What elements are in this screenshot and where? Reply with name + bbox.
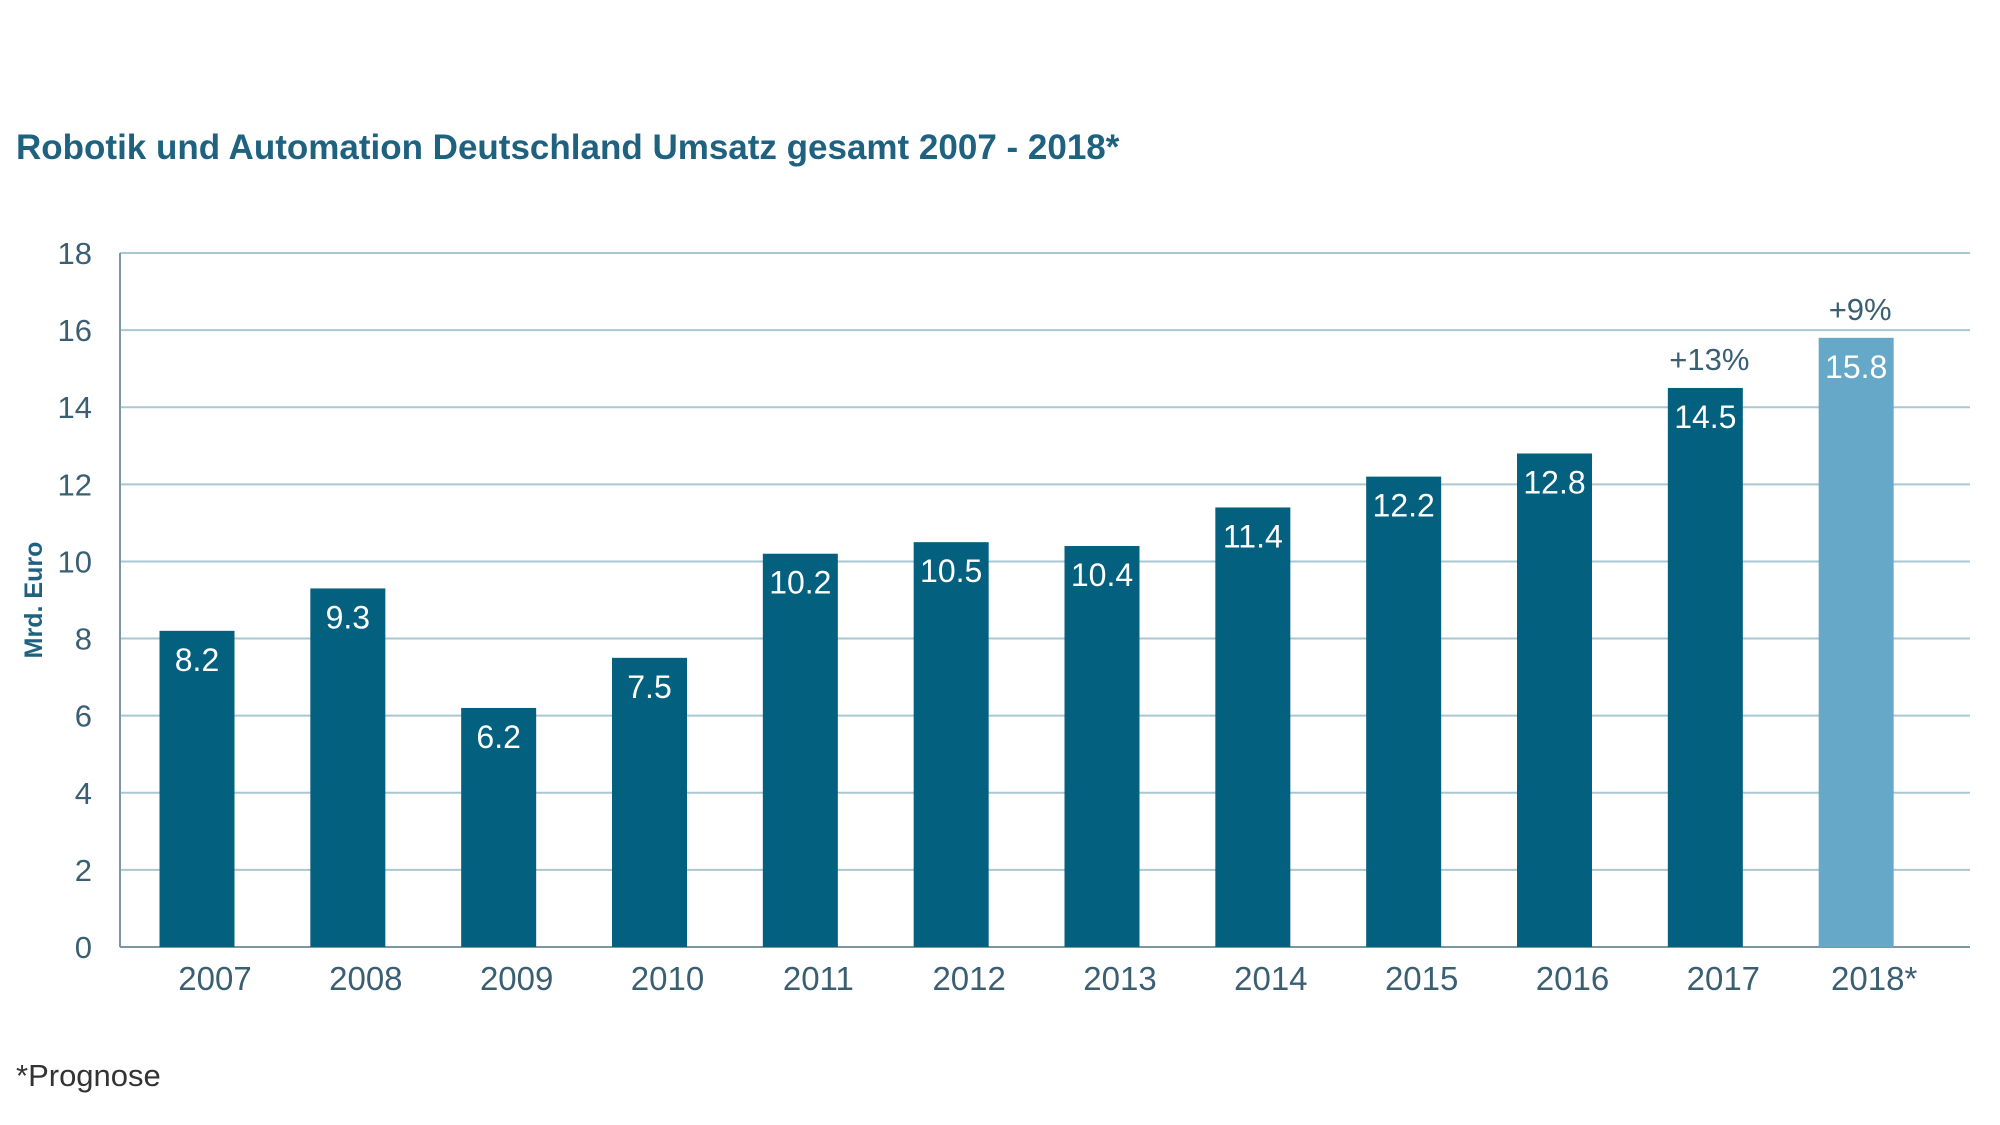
y-tick-label: 0 xyxy=(75,930,92,965)
bar xyxy=(913,542,989,947)
gridlines xyxy=(120,252,1970,948)
growth-annotation: +9% xyxy=(1829,292,1892,327)
y-tick-label: 14 xyxy=(58,390,92,425)
bar xyxy=(461,707,537,947)
x-tick-label: 2010 xyxy=(631,960,704,997)
data-label: 12.8 xyxy=(1523,464,1585,500)
data-label: 11.4 xyxy=(1223,518,1283,554)
x-tick-label: 2018* xyxy=(1831,960,1917,997)
x-tick-label: 2012 xyxy=(932,960,1005,997)
data-label: 12.2 xyxy=(1373,488,1435,524)
data-label: 9.3 xyxy=(326,599,370,635)
data-label: 7.5 xyxy=(627,669,671,705)
chart-title: Robotik und Automation Deutschland Umsat… xyxy=(16,128,1120,167)
bar xyxy=(310,588,386,947)
y-tick-label: 16 xyxy=(58,313,92,348)
data-label: 10.5 xyxy=(920,553,982,589)
y-tick-label: 2 xyxy=(75,853,92,888)
data-label: 6.2 xyxy=(476,719,520,755)
bars: 8.2 9.3 6.2 7.5 10.2 10.5 10.4 11.4 12.2 12.8 14.5… xyxy=(159,337,1894,947)
x-tick-label: 2017 xyxy=(1687,960,1760,997)
annotations: +13% +9% xyxy=(1669,292,1891,377)
x-tick-label: 2008 xyxy=(329,960,402,997)
y-tick-label: 6 xyxy=(75,699,92,734)
bar xyxy=(762,553,838,947)
data-label: 8.2 xyxy=(175,642,219,678)
growth-annotation: +13% xyxy=(1669,342,1749,377)
bar xyxy=(612,657,687,947)
bar xyxy=(1667,387,1743,947)
y-tick-label: 8 xyxy=(75,622,92,657)
x-tick-label: 2009 xyxy=(480,960,553,997)
y-axis-ticks: 0 2 4 6 8 10 12 14 16 18 xyxy=(58,236,92,965)
x-tick-label: 2013 xyxy=(1083,960,1156,997)
x-tick-label: 2014 xyxy=(1234,960,1307,997)
bar xyxy=(1064,546,1140,947)
bar xyxy=(159,630,235,947)
x-tick-label: 2011 xyxy=(783,960,854,997)
data-label: 10.2 xyxy=(769,565,831,601)
data-label: 14.5 xyxy=(1674,399,1736,435)
bar xyxy=(1818,337,1894,947)
y-axis-label: Mrd. Euro xyxy=(20,542,48,659)
x-tick-label: 2007 xyxy=(178,960,251,997)
bar xyxy=(1517,453,1592,947)
x-tick-label: 2016 xyxy=(1536,960,1609,997)
bar xyxy=(1215,507,1291,947)
y-tick-label: 4 xyxy=(75,776,92,811)
footnote: *Prognose xyxy=(16,1058,161,1093)
y-tick-label: 10 xyxy=(58,544,92,579)
data-label: 15.8 xyxy=(1825,349,1887,385)
x-axis-ticks: 2007 2008 2009 2010 2011 2012 2013 2014 2015 2016… xyxy=(178,960,1917,997)
data-label: 10.4 xyxy=(1071,557,1133,593)
y-tick-label: 12 xyxy=(58,467,92,502)
y-tick-label: 18 xyxy=(58,236,92,271)
bar xyxy=(1366,476,1442,947)
x-tick-label: 2015 xyxy=(1385,960,1458,997)
